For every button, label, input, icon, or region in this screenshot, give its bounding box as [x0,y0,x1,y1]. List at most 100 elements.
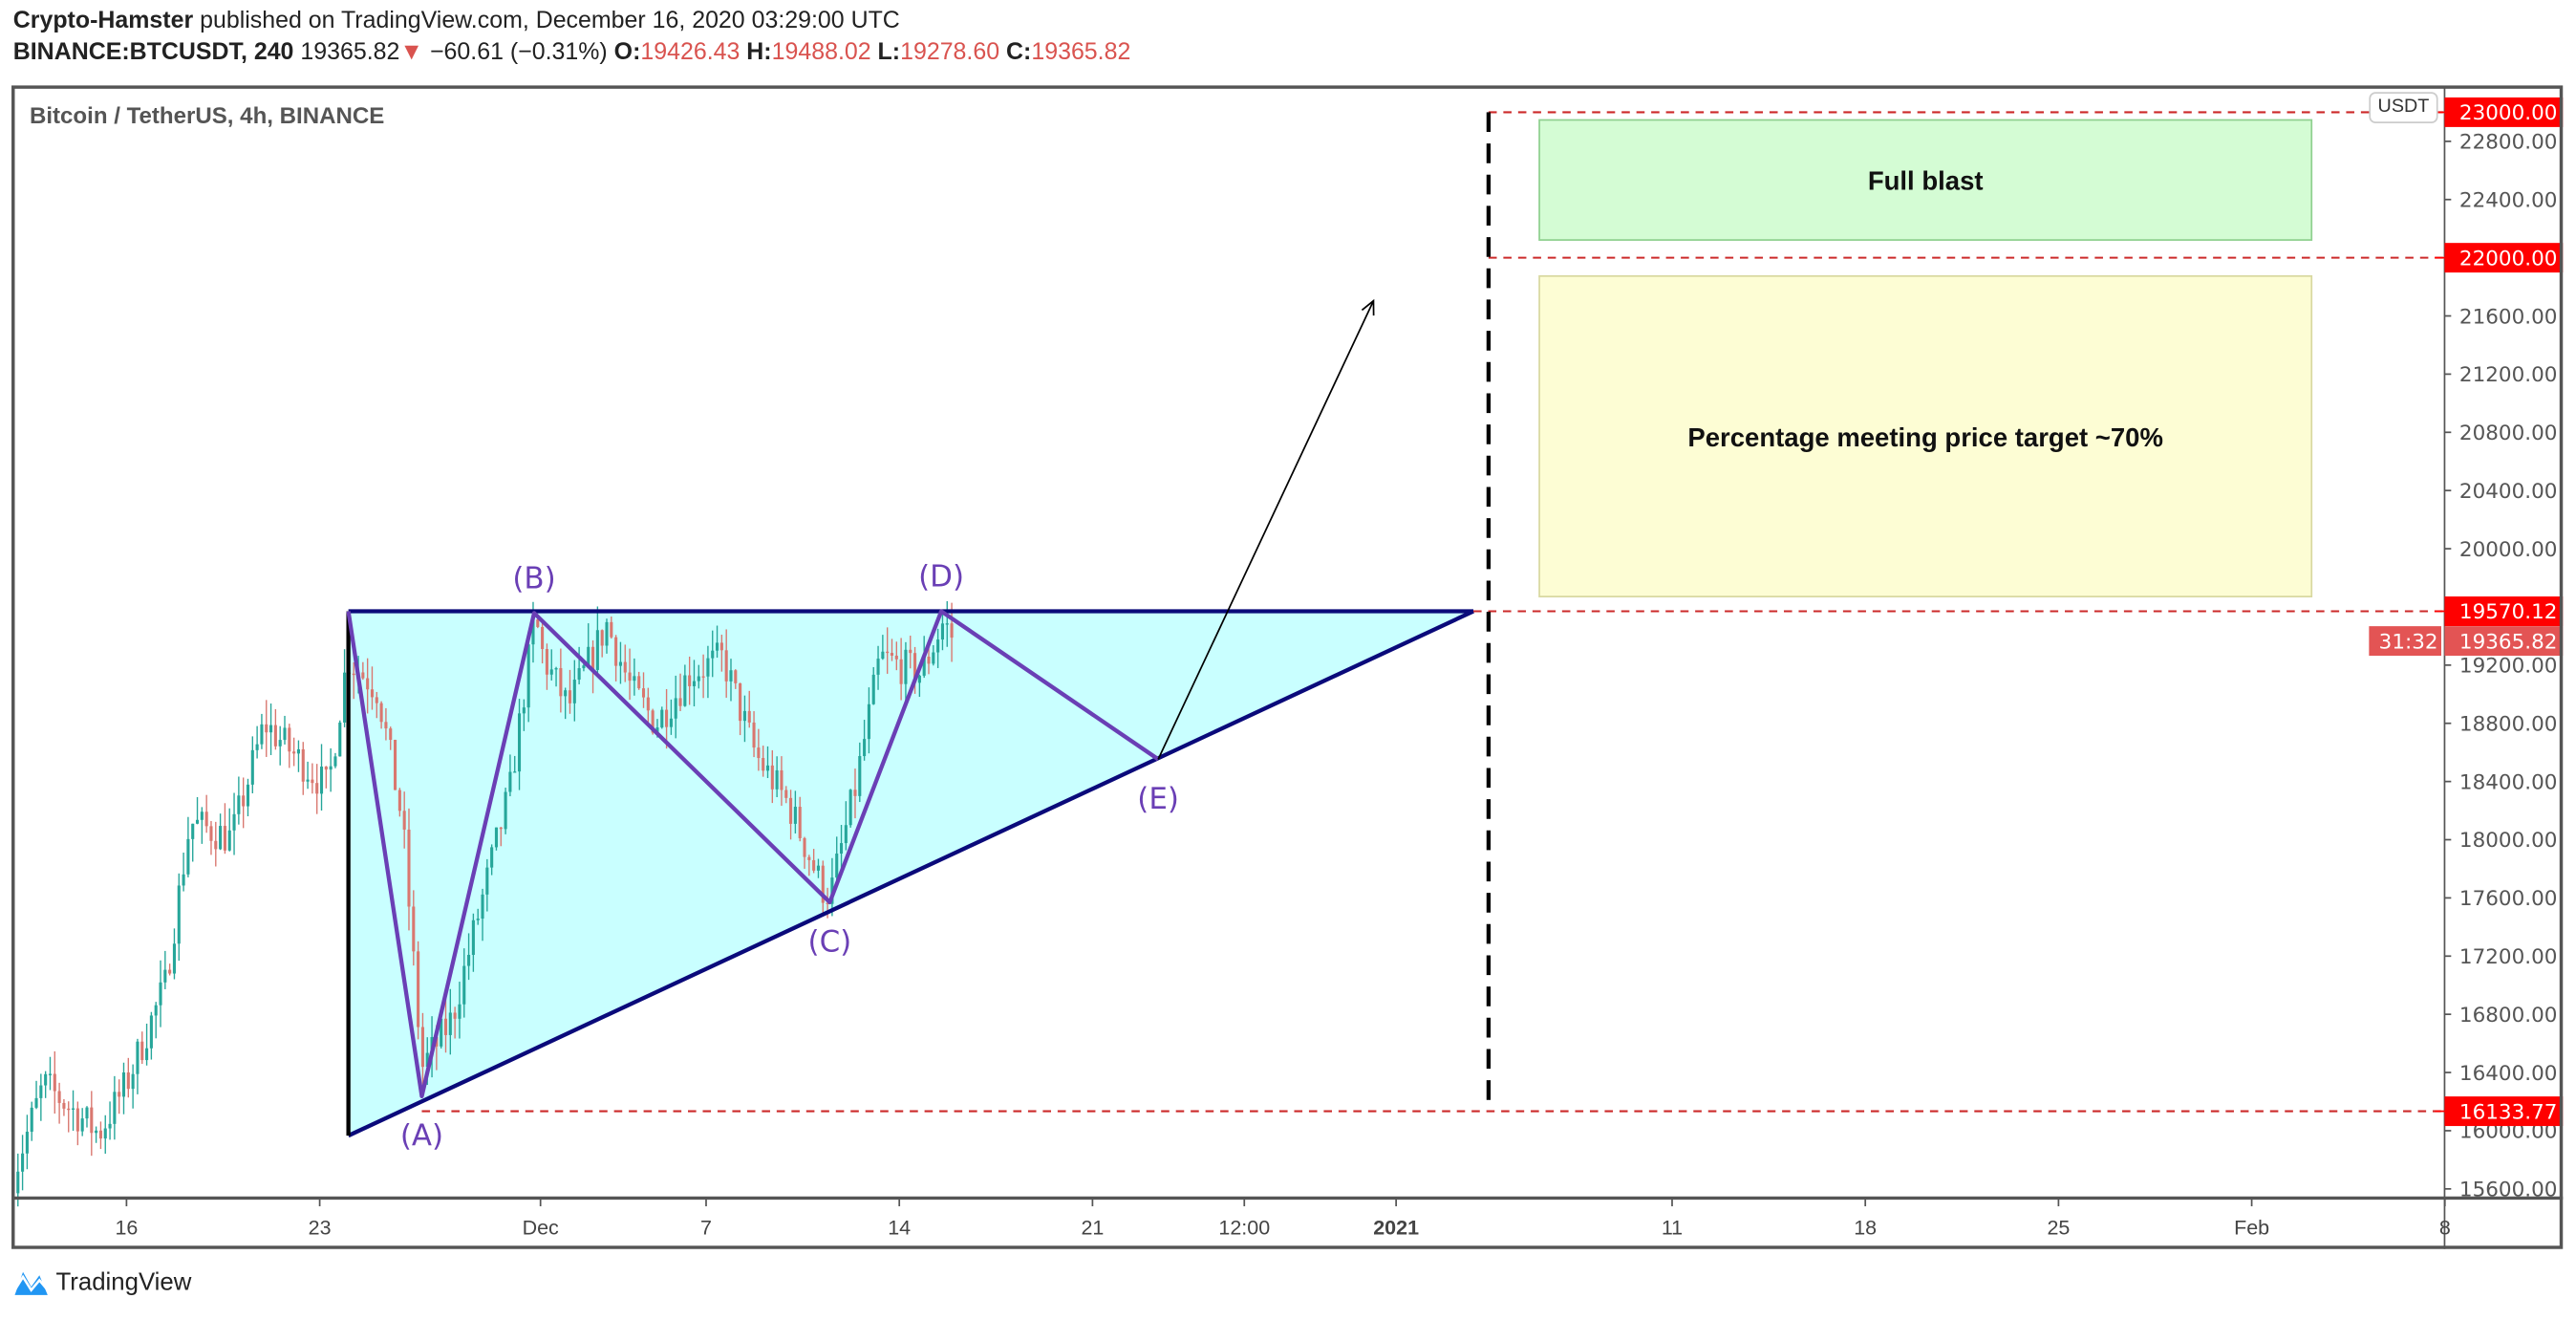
candle [894,655,898,660]
candle [807,856,811,860]
time-tick-label: 23 [309,1216,332,1239]
candle [936,639,940,653]
price-tick-label: 20000.00 [2459,538,2558,562]
candle [490,847,494,868]
candle [481,894,484,920]
time-tick-label: 8 [2439,1216,2451,1239]
candle [504,791,507,830]
candle [476,919,480,920]
candle [177,885,181,944]
candle [366,678,370,690]
candle [145,1048,149,1061]
candle [513,771,517,773]
candle [651,710,655,733]
price-tick-label: 18000.00 [2459,829,2558,853]
candle [637,676,641,689]
candle [48,1073,53,1075]
candle [296,748,300,754]
candle [536,618,540,627]
open-value: 19426.43 [640,39,741,66]
price-tick-label: 20800.00 [2459,422,2558,445]
target-box [1538,274,2313,598]
tradingview-logo[interactable]: TradingView [13,1267,192,1297]
candle [191,823,195,839]
candle [311,779,314,784]
time-tick-label: 11 [1662,1216,1683,1239]
candle [319,766,324,794]
candle [172,943,177,974]
price-badge [2444,97,2564,127]
candle [568,690,572,703]
candle [260,724,264,745]
candle [517,713,522,772]
target-box-label: Full blast [1868,166,1984,196]
candle [57,1091,61,1103]
candle [899,659,903,684]
candle [739,682,742,722]
publish-line: Crypto-Hamster published on TradingView.… [13,9,900,35]
candle [379,703,383,723]
price-badge [2444,596,2564,626]
candle [812,859,816,871]
candle [853,790,857,796]
candle [591,646,595,670]
candle [85,1107,89,1119]
currency-button[interactable]: USDT [2369,92,2438,123]
candle [752,722,756,748]
candle [397,790,401,811]
candle [200,811,204,820]
candle [531,618,535,645]
price-badge [2444,1096,2564,1127]
candle [701,676,705,678]
candle [186,838,190,875]
candle [572,680,576,703]
candle [53,1073,56,1092]
candle [113,1092,117,1124]
price-badge-label: 19570.12 [2459,600,2558,624]
candle [595,630,599,670]
candle [219,826,223,850]
candle [499,827,503,830]
symbol-line: BINANCE:BTCUSDT, 240 19365.82▼ −60.61 (−… [13,39,1131,66]
candle [646,697,650,711]
author[interactable]: Crypto-Hamster [12,8,194,35]
candle [706,658,710,677]
candle [826,902,829,904]
candle [711,650,715,659]
candle [163,969,167,983]
candle [858,756,862,796]
candle [762,758,765,771]
candle [798,807,802,838]
candle [641,688,646,698]
price-tick-label: 21200.00 [2459,363,2558,387]
candle [821,865,825,903]
candle [375,697,378,703]
candle [582,665,586,669]
price-tick-label: 16400.00 [2459,1062,2558,1086]
price-tick-label: 19200.00 [2459,655,2558,679]
price-tick-label: 17600.00 [2459,887,2558,911]
candle [75,1108,79,1132]
candle [407,829,411,907]
candle [471,920,475,955]
candle [44,1073,48,1086]
candle [770,765,774,790]
candle [204,811,208,827]
candle [554,668,558,670]
candle [361,672,365,679]
candle [494,827,499,848]
brand-name: TradingView [55,1267,192,1296]
candle [448,1012,452,1035]
candle [803,837,806,857]
low-value: 19278.60 [900,39,1000,66]
time-tick-label: Feb [2234,1216,2269,1239]
candle [526,644,530,708]
candle [863,739,867,757]
price-tick-label: 17200.00 [2459,945,2558,969]
candle [610,621,613,638]
candle [98,1130,102,1139]
candle [39,1085,43,1098]
time-tick-label: 18 [1854,1216,1877,1239]
